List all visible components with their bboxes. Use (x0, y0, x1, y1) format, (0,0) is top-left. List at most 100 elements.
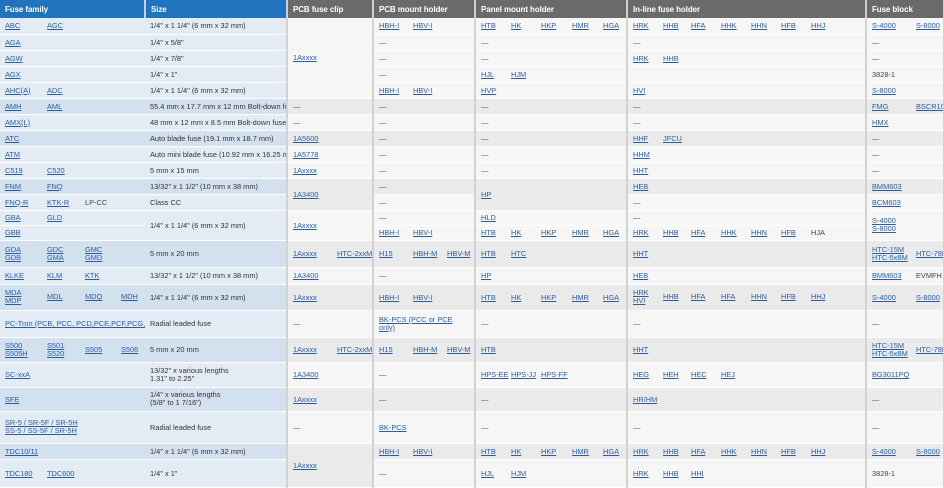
product-link[interactable]: AMH (5, 101, 22, 111)
product-link[interactable]: HEB (633, 271, 649, 281)
product-link[interactable]: HTC-5x8M (872, 348, 908, 358)
product-link[interactable]: MDL (47, 292, 63, 301)
product-link[interactable]: BMM603 (872, 271, 902, 281)
product-link[interactable]: GLD (47, 213, 63, 223)
product-link[interactable]: H15 (379, 345, 393, 355)
product-link[interactable]: ABC (5, 21, 21, 31)
product-link[interactable]: GBA (5, 213, 21, 223)
product-link[interactable]: HRK (633, 228, 649, 238)
product-link[interactable]: HJM (511, 69, 527, 79)
product-link[interactable]: ATM (5, 149, 21, 159)
product-link[interactable]: HTC-78M (916, 344, 942, 354)
product-link[interactable]: HHB (663, 292, 679, 301)
product-link[interactable]: S-8000 (916, 446, 940, 456)
product-link[interactable]: HPS-EE (481, 370, 509, 380)
product-link[interactable]: KTK-R (47, 197, 70, 207)
product-link[interactable]: HP (481, 271, 492, 281)
product-link[interactable]: 1Axxxx (293, 345, 317, 355)
product-link[interactable]: GDC (47, 244, 64, 254)
product-link[interactable]: HBH-I (379, 85, 400, 95)
product-link[interactable]: HK (511, 228, 522, 238)
product-link[interactable]: S-4000 (872, 292, 896, 302)
product-link[interactable]: BG3011PQ (872, 370, 910, 380)
product-link[interactable]: HBH-I (379, 21, 400, 31)
product-link[interactable]: HBH-I (379, 446, 400, 456)
product-link[interactable]: HBV-I (413, 85, 433, 95)
product-link[interactable]: S506 (121, 344, 139, 354)
product-link[interactable]: SC-xxA (5, 370, 31, 380)
product-link[interactable]: 1A5600 (293, 133, 319, 143)
product-link[interactable]: HTC-78M (916, 248, 942, 258)
product-link[interactable]: HR/HM (633, 394, 658, 404)
product-link[interactable]: KTK (85, 271, 100, 281)
product-link[interactable]: ADC (47, 85, 63, 95)
product-link[interactable]: TDC180 (5, 468, 33, 478)
product-link[interactable]: HTC-2xxM (337, 345, 373, 355)
product-link[interactable]: BCM603 (872, 197, 901, 207)
product-link[interactable]: HTB (481, 292, 496, 302)
product-link[interactable]: S505 (85, 344, 103, 354)
product-link[interactable]: HGA (603, 21, 620, 31)
product-link[interactable]: MDP (5, 296, 22, 305)
product-link[interactable]: HHJ (811, 21, 826, 31)
product-link[interactable]: HK (511, 21, 522, 31)
product-link[interactable]: HHT (633, 249, 649, 259)
product-link[interactable]: HVP (481, 85, 497, 95)
product-link[interactable]: HJL (481, 468, 495, 478)
product-link[interactable]: HHJ (811, 446, 826, 456)
product-link[interactable]: HFA (721, 292, 736, 301)
product-link[interactable]: 1Axxxx (293, 249, 317, 259)
product-link[interactable]: AGW (5, 53, 23, 63)
product-link[interactable]: HFB (781, 292, 796, 301)
product-link[interactable]: AMX(L) (5, 117, 31, 127)
product-link[interactable]: 1A3400 (293, 271, 319, 281)
product-link[interactable]: KLKE (5, 271, 24, 281)
product-link[interactable]: GMA (47, 252, 64, 262)
product-link[interactable]: HPS-JJ (511, 370, 537, 380)
product-link[interactable]: HRK (633, 288, 649, 297)
product-link[interactable]: MDQ (85, 292, 103, 301)
product-link[interactable]: S500 (5, 340, 23, 350)
product-link[interactable]: SFE (5, 394, 20, 404)
product-link[interactable]: 1Axxxx (293, 220, 317, 230)
product-link[interactable]: GDB (5, 252, 22, 262)
product-link[interactable]: HBV-I (413, 446, 433, 456)
product-link[interactable]: TDC10/11 (5, 446, 39, 456)
product-link[interactable]: HLD (481, 213, 496, 223)
product-link[interactable]: HTB (481, 228, 496, 238)
product-link[interactable]: ATC (5, 133, 20, 143)
product-link[interactable]: HGA (603, 228, 620, 238)
product-link[interactable]: S-8000 (872, 85, 896, 95)
product-link[interactable]: HBH-I (379, 292, 400, 302)
product-link[interactable]: HEH (663, 370, 679, 380)
product-link[interactable]: HKP (541, 228, 557, 238)
product-link[interactable]: HVI (633, 296, 646, 305)
product-link[interactable]: S-8000 (916, 21, 940, 31)
product-link[interactable]: GBB (5, 228, 21, 238)
product-link[interactable]: JFCU (663, 133, 682, 143)
product-link[interactable]: HTB (481, 446, 496, 456)
product-link[interactable]: C519 (5, 165, 23, 175)
product-link[interactable]: HGA (603, 292, 620, 302)
product-link[interactable]: HHF (633, 133, 649, 143)
product-link[interactable]: GMC (85, 244, 103, 254)
product-link[interactable]: HTC-15M (872, 340, 905, 350)
product-link[interactable]: TDC600 (47, 468, 75, 478)
product-link[interactable]: HHK (721, 21, 737, 31)
product-link[interactable]: HHJ (811, 292, 826, 301)
product-link[interactable]: S-8000 (916, 292, 940, 302)
product-link[interactable]: HBH-M (413, 345, 438, 355)
product-link[interactable]: C520 (47, 165, 65, 175)
product-link[interactable]: S505H (5, 348, 28, 358)
product-link[interactable]: HHK (721, 446, 737, 456)
product-link[interactable]: HMR (572, 228, 589, 238)
product-link[interactable]: BMM603 (872, 181, 902, 191)
product-link[interactable]: HEG (633, 370, 650, 380)
product-link[interactable]: 1A3400 (293, 370, 319, 380)
product-link[interactable]: HP (481, 189, 492, 199)
product-link[interactable]: HHT (633, 165, 649, 175)
product-link[interactable]: HFA (691, 446, 706, 456)
product-link[interactable]: HFA (691, 21, 706, 31)
product-link[interactable]: HHN (751, 446, 768, 456)
product-link[interactable]: GMD (85, 252, 103, 262)
